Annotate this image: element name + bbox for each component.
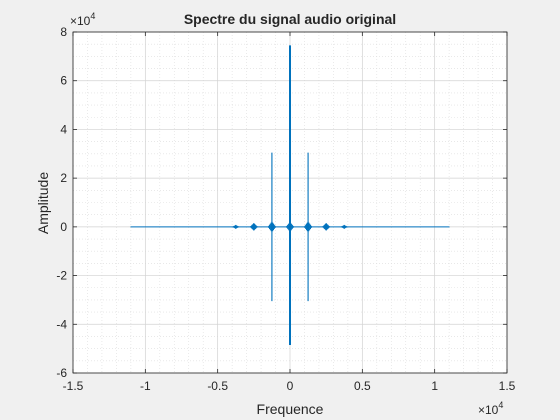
y-tick-label: 0 [60,220,67,234]
x-tick-label: -1 [140,379,151,393]
y-tick-label: 4 [60,122,67,136]
x-tick-label: 0 [287,379,294,393]
x-tick-label: 1 [431,379,438,393]
x-tick-label: -1.5 [63,379,84,393]
y-tick-label: -6 [56,366,67,380]
y-tick-label: 6 [60,74,67,88]
x-ticks: -1.5 -1 -0.5 0 0.5 1 1.5 [63,32,516,393]
x-tick-label: 0.5 [354,379,371,393]
y-tick-label: -2 [56,269,67,283]
y-tick-label: 2 [60,171,67,185]
y-tick-label: 8 [60,25,67,39]
spectrum-series [130,45,450,345]
y-ticks: -6 -4 -2 0 2 4 6 8 [56,25,507,380]
y-exponent-power: 4 [90,11,95,21]
y-tick-label: -4 [56,317,67,331]
x-exponent-label: ×104 [478,400,503,417]
x-tick-label: -0.5 [207,379,228,393]
x-tick-label: 1.5 [499,379,516,393]
y-exponent-label: ×104 [70,11,95,28]
x-exponent-power: 4 [498,400,503,410]
chart-title: Spectre du signal audio original [184,11,396,27]
x-axis-label: Frequence [257,401,324,417]
y-axis-label: Amplitude [35,172,51,234]
